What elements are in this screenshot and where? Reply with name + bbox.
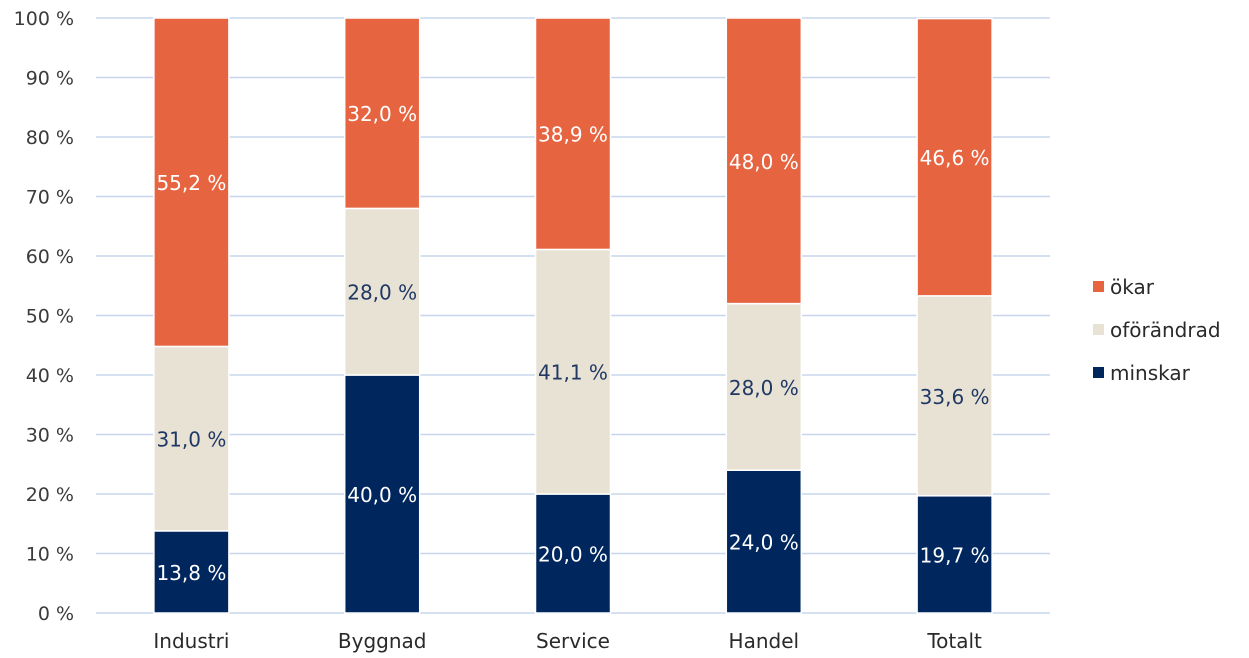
- y-tick-label: 50 %: [26, 306, 74, 328]
- legend-label: oförändrad: [1110, 318, 1221, 342]
- legend: ökar oförändrad minskar: [1093, 275, 1221, 385]
- x-tick-label: Byggnad: [338, 629, 427, 653]
- x-axis: Industri Byggnad Service Handel Totalt: [153, 629, 982, 653]
- y-tick-label: 10 %: [26, 544, 74, 566]
- bar-segment-ökar: [153, 17, 230, 348]
- bar-segment-oförändrad: [153, 345, 230, 532]
- bar-segment-minskar: [725, 469, 803, 614]
- data-label: 13,8 %: [156, 561, 226, 585]
- bars: 13,8 % 31,0 % 55,2 % 40,0 % 28,0 % 32,0 % 20,0…: [153, 17, 993, 614]
- bar-segment-ökar: [534, 17, 612, 251]
- y-tick-label: 60 %: [26, 246, 74, 268]
- bar-segment-oförändrad: [534, 248, 612, 495]
- data-label: 20,0 %: [538, 543, 608, 567]
- bar-segment-minskar: [534, 493, 612, 614]
- data-label: 55,2 %: [156, 171, 226, 195]
- legend-swatch-minskar: [1093, 367, 1104, 378]
- bar-segment-oförändrad: [343, 207, 421, 376]
- bar-segment-oförändrad: [916, 295, 993, 497]
- data-label: 28,0 %: [729, 376, 799, 400]
- y-tick-label: 0 %: [38, 603, 74, 625]
- legend-swatch-oförändrad: [1093, 324, 1104, 335]
- x-tick-label: Service: [536, 629, 610, 653]
- y-tick-label: 100 %: [14, 8, 74, 30]
- data-label: 33,6 %: [920, 385, 990, 409]
- y-tick-label: 70 %: [26, 187, 74, 209]
- data-label: 24,0 %: [729, 531, 799, 555]
- data-label: 32,0 %: [347, 102, 417, 126]
- data-label: 46,6 %: [920, 146, 990, 170]
- x-tick-label: Handel: [729, 629, 800, 653]
- y-tick-label: 20 %: [26, 484, 74, 506]
- x-tick-label: Industri: [153, 629, 229, 653]
- y-tick-label: 30 %: [26, 425, 74, 447]
- data-label: 31,0 %: [156, 428, 226, 452]
- data-label: 48,0 %: [729, 150, 799, 174]
- x-tick-label: Totalt: [926, 629, 982, 653]
- legend-label: minskar: [1110, 361, 1191, 385]
- bar-segment-ökar: [343, 17, 421, 210]
- bar-segment-ökar: [725, 17, 803, 305]
- y-tick-label: 40 %: [26, 365, 74, 387]
- y-tick-label: 80 %: [26, 127, 74, 149]
- y-tick-label: 90 %: [26, 68, 74, 90]
- data-label: 19,7 %: [920, 543, 990, 567]
- bar-segment-oförändrad: [725, 302, 803, 471]
- data-label: 38,9 %: [538, 123, 608, 147]
- bar-segment-minskar: [343, 374, 421, 614]
- y-axis: 0 % 10 % 20 % 30 % 40 % 50 % 60 % 70 % 80 % 90 % 1…: [14, 8, 74, 625]
- bar-segment-minskar: [153, 530, 230, 614]
- data-label: 41,1 %: [538, 361, 608, 385]
- data-label: 40,0 %: [347, 483, 417, 507]
- bar-segment-ökar: [916, 17, 993, 297]
- legend-swatch-ökar: [1093, 281, 1104, 292]
- data-label: 28,0 %: [347, 281, 417, 305]
- legend-label: ökar: [1110, 275, 1155, 299]
